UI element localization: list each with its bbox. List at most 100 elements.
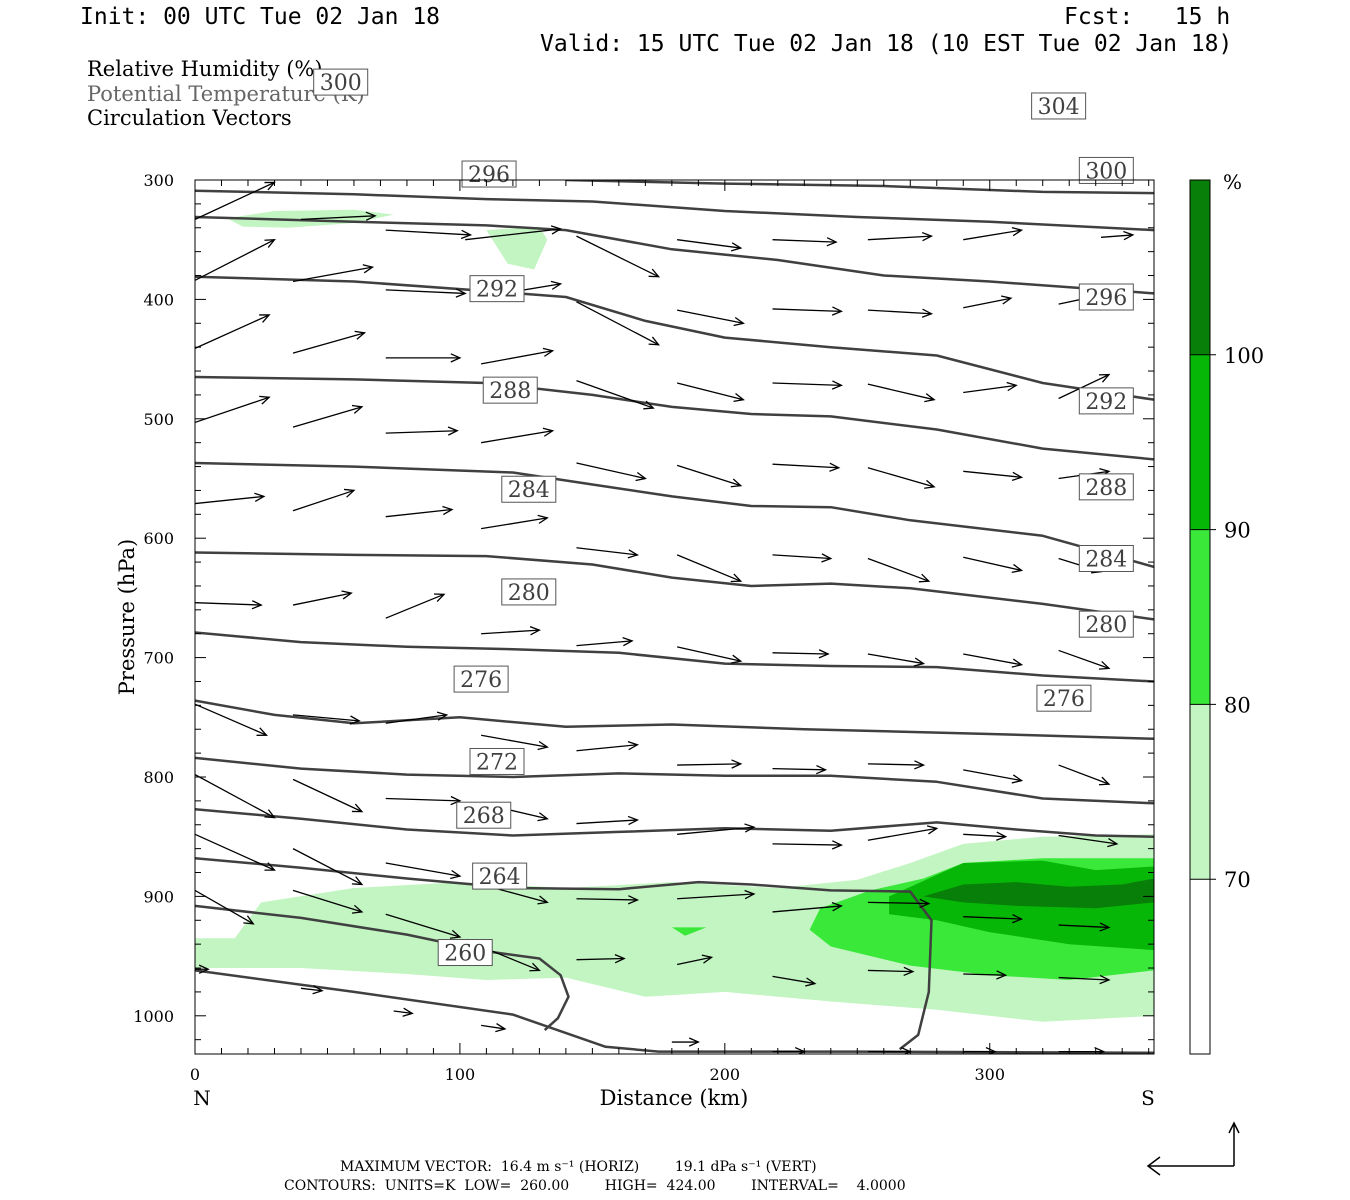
y-tick-label: 300 (143, 171, 174, 190)
circulation-vector (676, 464, 743, 488)
circulation-vector (677, 889, 756, 900)
circulation-vector (963, 381, 1018, 394)
circulation-vector (963, 295, 1013, 309)
circulation-vector (963, 470, 1024, 482)
contour-label: 288 (1085, 476, 1127, 501)
circulation-vectors (195, 181, 1135, 1054)
contour-labels: 260 264 268 272 276 276 280 280 284 284 288 288 292 2… (313, 68, 1134, 967)
circulation-vector (300, 211, 377, 221)
contour-label: 268 (463, 804, 505, 829)
circulation-vector (292, 330, 367, 354)
theta-contour-296 (195, 275, 1154, 401)
colorbar-label: 70 (1224, 868, 1251, 892)
circulation-vector (292, 889, 364, 914)
circulation-vector (576, 462, 647, 482)
y-tick-label: 800 (143, 768, 174, 787)
circulation-vector (195, 600, 263, 610)
contour-label: 272 (476, 750, 518, 775)
circulation-vector (1058, 373, 1111, 400)
circulation-vector (1058, 649, 1111, 670)
x-tick-label: 200 (710, 1065, 741, 1084)
contour-label-box (469, 275, 525, 303)
contour-label-box (1078, 610, 1134, 638)
colorbar-label: 90 (1224, 519, 1251, 543)
circulation-vector (195, 395, 271, 423)
contour-label-box (1078, 387, 1134, 415)
south-label: S (1141, 1086, 1155, 1110)
contour-label: 276 (460, 668, 502, 693)
circulation-vector (772, 306, 843, 316)
colorbar-segment (1190, 354, 1210, 530)
circulation-vector (300, 985, 324, 995)
colorbar-frame (1189, 179, 1211, 1055)
circulation-vector (292, 714, 361, 725)
circulation-vector (385, 711, 449, 724)
theta-contour-272 (195, 756, 1154, 805)
contour-label: 280 (508, 581, 550, 606)
circulation-vector (677, 954, 714, 966)
contour-label-box (482, 376, 538, 404)
forecast-hour: Fcst: 15 h (1064, 4, 1231, 30)
circulation-vector (195, 774, 276, 819)
contour-label-box (501, 578, 557, 606)
contour-label: 280 (1085, 613, 1127, 638)
circulation-vector (1058, 834, 1119, 848)
circulation-vector (385, 913, 462, 939)
circulation-vector (576, 815, 640, 826)
theta-contour-300 (195, 215, 1154, 295)
circulation-vector (772, 553, 833, 563)
circulation-vector (963, 653, 1024, 668)
circulation-vector (385, 505, 454, 518)
theta-contour-276 (195, 699, 1154, 741)
circulation-vector (677, 646, 743, 664)
circulation-vector (867, 231, 934, 242)
circulation-vector (963, 970, 1008, 980)
circulation-vector (1058, 974, 1111, 985)
circulation-vector (1058, 922, 1111, 932)
colorbar-segment (1190, 879, 1210, 1054)
contour-label: 284 (1085, 547, 1127, 572)
circulation-vector (867, 308, 934, 318)
contour-label-box (1031, 92, 1087, 120)
humidity-colorbar: 70 80 90 100% (1189, 170, 1264, 1055)
axis-ticks (194, 179, 1154, 1054)
circulation-vector (963, 556, 1024, 574)
circulation-vector (772, 380, 843, 390)
contour-note: CONTOURS: UNITS=K LOW= 260.00 HIGH= 424.… (284, 1178, 906, 1194)
circulation-vector (481, 1022, 507, 1033)
circulation-vector (385, 288, 467, 298)
circulation-vector (465, 225, 563, 241)
circulation-vector (676, 554, 743, 583)
contour-label-box (1078, 544, 1134, 572)
x-axis-label: Distance (km) (600, 1086, 749, 1110)
circulation-vector (677, 239, 743, 252)
theta-contour-260 (195, 904, 570, 1032)
colorbar-segment (1190, 180, 1210, 355)
contour-label: 304 (1038, 95, 1080, 120)
circulation-vector (867, 383, 936, 403)
circulation-vector (867, 825, 939, 841)
contour-label-box (1078, 156, 1134, 184)
theta-contour-264 (195, 856, 933, 1051)
circulation-vector (677, 309, 745, 327)
circulation-vector (676, 382, 745, 403)
y-tick-label: 600 (143, 529, 174, 548)
circulation-vector (480, 734, 549, 751)
contour-label-box (453, 665, 509, 693)
circulation-vector (772, 902, 843, 913)
circulation-vector (576, 235, 661, 278)
circulation-vector (772, 764, 828, 775)
contour-label: 276 (1043, 687, 1085, 712)
contour-label: 284 (508, 478, 550, 503)
circulation-vector (292, 590, 353, 606)
circulation-vector (292, 778, 364, 813)
contour-label: 300 (1085, 159, 1127, 184)
circulation-vector (481, 514, 549, 530)
circulation-vector (963, 831, 1008, 841)
y-axis-label: Pressure (hPa) (115, 539, 139, 695)
circulation-vector (195, 703, 268, 736)
x-tick-label: 0 (190, 1065, 200, 1084)
contour-label-box (1036, 684, 1092, 712)
circulation-vector (576, 301, 661, 346)
